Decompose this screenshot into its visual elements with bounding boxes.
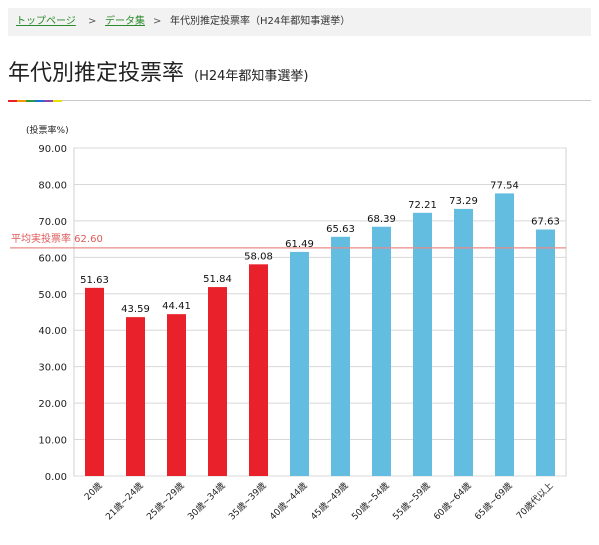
data-label: 72.21: [408, 200, 437, 211]
data-label: 67.63: [531, 217, 560, 228]
y-tick-label: 90.00: [38, 144, 67, 155]
bar: [208, 287, 227, 476]
x-tick-label: 20歳: [82, 480, 105, 503]
bar: [290, 251, 309, 476]
x-tick-label: 45歳~49歳: [308, 480, 351, 523]
x-tick-label: 65歳~69歳: [472, 480, 515, 523]
title-divider: [8, 100, 591, 101]
title-accent-segment: [8, 100, 17, 102]
breadcrumb-link-data[interactable]: データ集: [105, 16, 145, 27]
data-label: 43.59: [121, 304, 150, 315]
page-title-main: 年代別推定投票率: [8, 61, 185, 86]
x-tick-label: 50歳~54歳: [349, 480, 392, 523]
data-label: 61.49: [285, 239, 314, 250]
x-axis-ticks: 20歳 21歳~24歳 25歳~29歳 30歳~34歳 35歳~39歳 40歳~44歳 45…: [82, 480, 556, 523]
bar: [331, 236, 350, 476]
data-label: 51.84: [203, 274, 232, 285]
bar: [249, 264, 268, 476]
y-tick-label: 20.00: [38, 399, 67, 410]
breadcrumb-separator: >: [88, 16, 97, 27]
bar: [167, 314, 186, 476]
title-accent-segment: [26, 100, 35, 102]
data-label: 77.54: [490, 180, 519, 191]
y-tick-label: 60.00: [38, 253, 67, 264]
data-label: 44.41: [162, 301, 191, 312]
bar: [413, 212, 432, 477]
breadcrumb: トップページ > データ集 > 年代別推定投票率（H24年都知事選挙）: [8, 8, 591, 36]
bars: [85, 193, 555, 477]
bar: [85, 287, 104, 476]
title-accent-bar: [8, 100, 62, 102]
y-tick-label: 0.00: [45, 472, 67, 483]
bar: [495, 193, 514, 476]
page-title-sub: (H24年都知事選挙): [194, 69, 309, 84]
breadcrumb-link-top[interactable]: トップページ: [16, 16, 76, 27]
breadcrumb-current: 年代別推定投票率（H24年都知事選挙）: [170, 16, 351, 27]
x-tick-label: 60歳~64歳: [431, 480, 474, 523]
gridlines: [73, 147, 567, 477]
x-tick-label: 21歳~24歳: [103, 480, 146, 523]
x-tick-label: 55歳~59歳: [390, 480, 433, 523]
title-accent-segment: [44, 100, 53, 102]
data-label: 58.08: [244, 251, 273, 262]
y-tick-label: 50.00: [38, 290, 67, 301]
bar: [454, 208, 473, 476]
title-accent-segment: [17, 100, 26, 102]
data-label: 68.39: [367, 214, 396, 225]
bar: [536, 229, 555, 476]
x-tick-label: 40歳~44歳: [267, 480, 310, 523]
y-tick-label: 30.00: [38, 363, 67, 374]
y-tick-label: 80.00: [38, 180, 67, 191]
y-tick-label: 10.00: [38, 436, 67, 447]
data-label: 73.29: [449, 196, 478, 207]
bar: [126, 317, 145, 476]
x-tick-label: 35歳~39歳: [226, 480, 269, 523]
title-accent-segment: [35, 100, 44, 102]
y-tick-label: 40.00: [38, 326, 67, 337]
average-label: 平均実投票率 62.60: [11, 232, 103, 245]
data-label: 51.63: [80, 275, 109, 286]
breadcrumb-separator: >: [153, 16, 162, 27]
y-axis-label: (投票率%): [26, 124, 69, 136]
y-axis-ticks: 0.00 10.00 20.00 30.00 40.00 50.00 60.00 70.00 8…: [38, 144, 67, 483]
data-label: 65.63: [326, 224, 355, 235]
x-tick-label: 25歳~29歳: [144, 480, 187, 523]
page-title: 年代別推定投票率 (H24年都知事選挙): [8, 55, 308, 87]
average-line-group: 平均実投票率 62.60: [10, 232, 566, 249]
x-tick-label: 30歳~34歳: [185, 480, 228, 523]
title-accent-segment: [53, 100, 62, 102]
x-tick-label: 70歳代以上: [514, 480, 556, 522]
bar: [372, 226, 391, 476]
y-tick-label: 70.00: [38, 217, 67, 228]
data-labels: 51.63 43.59 44.41 51.84 58.08 61.49 65.63 68.39…: [80, 180, 560, 315]
